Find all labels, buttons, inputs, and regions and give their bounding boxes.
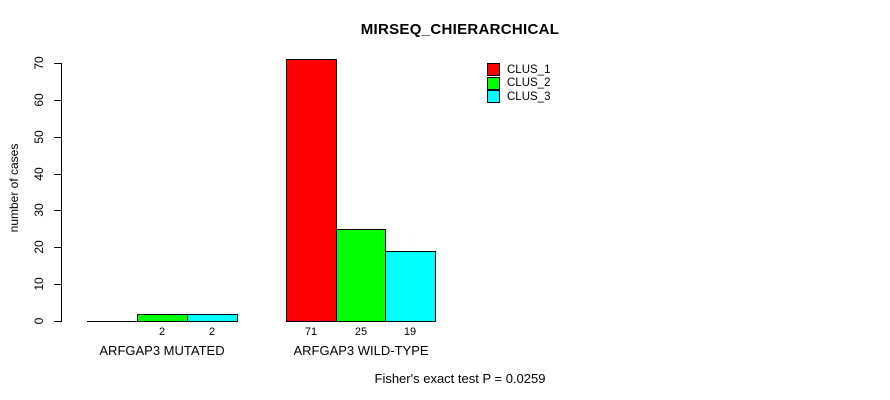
legend-item-clus_2: CLUS_2: [487, 76, 551, 91]
bar-value-label: 19: [403, 326, 417, 338]
legend-label: CLUS_1: [507, 63, 551, 76]
bar-clus_2: [336, 229, 386, 322]
y-axis-tick-label: 20: [32, 240, 46, 254]
legend-swatch-clus_1: [487, 63, 500, 77]
legend-swatch-clus_2: [487, 76, 500, 90]
legend: CLUS_1 CLUS_2 CLUS_3: [487, 63, 550, 104]
legend-label: CLUS_2: [507, 77, 551, 90]
legend-swatch-clus_3: [487, 90, 500, 104]
y-axis-tick: [54, 63, 61, 64]
y-axis-tick: [54, 137, 61, 138]
y-axis-tick-label: 10: [32, 277, 46, 291]
bar-clus_2: [137, 314, 188, 322]
y-axis-tick: [54, 247, 61, 248]
fisher-test-annotation: Fisher's exact test P = 0.0259: [374, 371, 546, 386]
y-axis-tick: [54, 284, 61, 285]
legend-item-clus_1: CLUS_1: [487, 63, 550, 77]
bar-clus_3: [187, 314, 238, 322]
y-axis-tick-label: 30: [32, 203, 46, 217]
y-axis-tick-label: 70: [32, 56, 46, 70]
legend-label: CLUS_3: [507, 90, 551, 103]
y-axis-tick: [54, 100, 61, 101]
legend-item-clus_3: CLUS_3: [487, 90, 550, 104]
y-axis-tick: [54, 321, 61, 322]
bar-value-label: 2: [158, 326, 166, 338]
bar-clus_1: [286, 59, 337, 322]
y-axis-tick-label: 0: [32, 317, 46, 325]
y-axis-label: number of cases: [7, 143, 21, 233]
category-label: ARFGAP3 WILD-TYPE: [293, 343, 429, 358]
category-label: ARFGAP3 MUTATED: [99, 343, 225, 358]
y-axis-tick: [54, 210, 61, 211]
y-axis-tick-label: 50: [32, 130, 46, 144]
y-axis-line: [61, 63, 62, 322]
chart-title: MIRSEQ_CHIERARCHICAL: [360, 21, 560, 38]
bar-value-label: 2: [208, 326, 216, 338]
y-axis-tick-label: 40: [32, 167, 46, 181]
y-axis-tick: [54, 174, 61, 175]
y-axis-tick-label: 60: [32, 93, 46, 107]
bar-value-label: 71: [304, 326, 318, 338]
bar-value-label: 25: [354, 326, 368, 338]
bar-clus_3: [385, 251, 436, 322]
